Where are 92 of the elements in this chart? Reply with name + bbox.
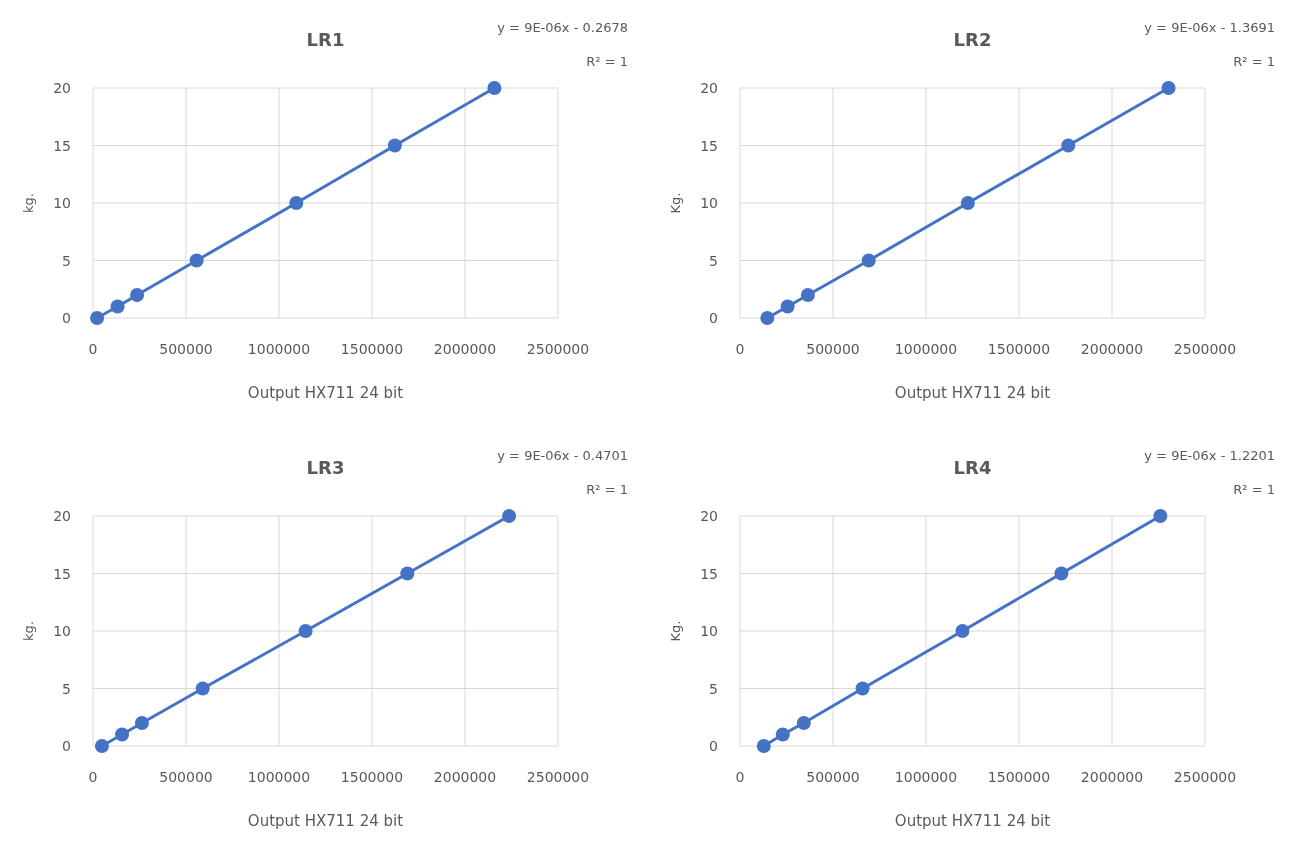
point — [130, 288, 145, 302]
point — [94, 739, 109, 753]
text: R² = 1 — [1233, 482, 1275, 497]
x-tick-label: 2000000 — [1080, 341, 1144, 357]
x-tick-label: 0 — [735, 341, 745, 357]
point — [1153, 509, 1168, 523]
y-tick-label: 10 — [700, 195, 718, 211]
point — [960, 196, 975, 210]
x-tick-label: 1500000 — [987, 769, 1051, 785]
x-axis-title: Output HX711 24 bit — [894, 384, 1051, 402]
point — [1161, 81, 1176, 95]
x-tick-label: 2500000 — [526, 341, 590, 357]
point — [195, 681, 210, 696]
x-tick-label: 1500000 — [987, 341, 1051, 357]
y-tick-label: 5 — [709, 252, 718, 269]
text: y = 9E-06x - 1.2201 — [1144, 448, 1275, 463]
x-tick-label: 2500000 — [1173, 769, 1237, 785]
text: R² = 1 — [586, 54, 628, 69]
point — [298, 624, 313, 638]
point — [796, 716, 811, 730]
point — [756, 739, 771, 753]
point — [502, 509, 517, 523]
x-tick-label: 2000000 — [433, 341, 497, 357]
chart-title: LR1 — [306, 29, 345, 50]
x-axis-title: Output HX711 24 bit — [247, 812, 404, 830]
point — [115, 727, 130, 742]
chart-title: LR2 — [953, 29, 992, 50]
point — [289, 196, 304, 210]
point — [400, 566, 415, 581]
text: y = 9E-06x - 0.4701 — [497, 448, 628, 463]
y-tick-label: 20 — [53, 80, 71, 96]
x-tick-label: 1000000 — [894, 769, 958, 785]
x-tick-label: 500000 — [159, 769, 213, 785]
point — [780, 299, 795, 314]
y-tick-label: 5 — [62, 252, 71, 269]
x-tick-label: 1000000 — [894, 341, 958, 357]
y-tick-label: 0 — [62, 738, 71, 754]
x-tick-label: 2000000 — [1080, 769, 1144, 785]
point — [487, 81, 502, 95]
x-axis-title: Output HX711 24 bit — [247, 384, 404, 402]
y-axis-title: kg. — [21, 193, 36, 213]
y-tick-label: 20 — [700, 80, 718, 96]
y-tick-label: 20 — [700, 508, 718, 524]
chart-title: LR4 — [953, 457, 992, 478]
chart-title: LR3 — [306, 457, 345, 478]
x-tick-label: 500000 — [806, 341, 860, 357]
point — [955, 624, 970, 638]
y-tick-label: 10 — [700, 623, 718, 639]
x-tick-label: 2500000 — [526, 769, 590, 785]
point — [861, 253, 876, 268]
point — [775, 727, 790, 742]
y-tick-label: 0 — [709, 310, 718, 326]
point — [1061, 138, 1076, 153]
text: y = 9E-06x - 1.3691 — [1144, 20, 1275, 35]
y-tick-label: 10 — [53, 623, 71, 639]
y-axis-title: kg. — [21, 621, 36, 641]
x-axis-title: Output HX711 24 bit — [894, 812, 1051, 830]
y-axis-title: Kg. — [668, 620, 683, 642]
y-tick-label: 5 — [62, 680, 71, 697]
y-tick-label: 15 — [53, 565, 71, 582]
x-tick-label: 1500000 — [340, 341, 404, 357]
y-tick-label: 20 — [53, 508, 71, 524]
text: R² = 1 — [1233, 54, 1275, 69]
x-tick-label: 1000000 — [247, 769, 311, 785]
point — [134, 716, 149, 730]
x-tick-label: 500000 — [159, 341, 213, 357]
y-tick-label: 0 — [709, 738, 718, 754]
y-tick-label: 10 — [53, 195, 71, 211]
point — [855, 681, 870, 696]
x-tick-label: 1000000 — [247, 341, 311, 357]
y-tick-label: 15 — [700, 137, 718, 154]
x-tick-label: 0 — [88, 769, 98, 785]
x-tick-label: 0 — [88, 341, 98, 357]
y-tick-label: 15 — [700, 565, 718, 582]
x-tick-label: 500000 — [806, 769, 860, 785]
point — [1054, 566, 1069, 581]
y-axis-title: Kg. — [668, 192, 683, 214]
x-tick-label: 2000000 — [433, 769, 497, 785]
x-tick-label: 0 — [735, 769, 745, 785]
point — [760, 311, 775, 325]
y-tick-label: 0 — [62, 310, 71, 326]
text: R² = 1 — [586, 482, 628, 497]
point — [110, 299, 125, 314]
point — [90, 311, 105, 325]
x-tick-label: 1500000 — [340, 769, 404, 785]
y-tick-label: 15 — [53, 137, 71, 154]
x-tick-label: 2500000 — [1173, 341, 1237, 357]
y-tick-label: 5 — [709, 680, 718, 697]
point — [189, 253, 204, 268]
text: y = 9E-06x - 0.2678 — [497, 20, 628, 35]
point — [800, 288, 815, 302]
point — [387, 138, 402, 153]
